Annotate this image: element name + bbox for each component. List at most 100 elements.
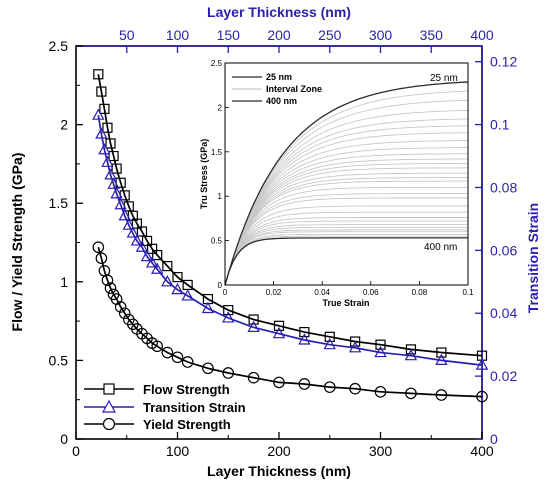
y-tick-label-left: 1.5 [49, 195, 69, 211]
data-point-yield-strength [374, 386, 387, 398]
y-tick-label-right: 0.06 [490, 242, 517, 258]
inset-series [224, 81, 469, 286]
inset-curve-interval-zone [224, 193, 468, 286]
legend-item-transition-strain: Transition Strain [84, 399, 246, 415]
inset-curve-interval-zone [224, 147, 468, 286]
inset-curve-interval-zone [224, 233, 468, 286]
data-point-yield-strength [202, 362, 214, 375]
data-point-flow-strength [350, 336, 361, 347]
y-tick-label-left: 0.5 [49, 352, 69, 368]
data-point-transition-strain [118, 209, 131, 221]
inset-curve-interval-zone [224, 211, 468, 286]
inset-curve-interval-zone [224, 162, 468, 286]
data-point-flow-strength [324, 331, 335, 342]
inset-curve-400nm [224, 237, 468, 286]
data-point-transition-strain [247, 320, 260, 332]
data-point-transition-strain [126, 226, 140, 238]
data-point-transition-strain [181, 289, 194, 301]
inset-x-tick-label: 0 [223, 288, 228, 297]
data-point-yield-strength [222, 367, 235, 379]
x-tick-label-bottom: 300 [369, 443, 393, 459]
legend-marker-circle [102, 417, 116, 431]
inset-x-tick-label: 0.08 [412, 288, 428, 297]
inset-curve-interval-zone [224, 158, 468, 286]
data-point-transition-strain [135, 240, 149, 252]
inset-curve-interval-zone [224, 220, 468, 286]
inset-curve-interval-zone [224, 217, 468, 286]
x-tick-label-top: 200 [267, 27, 291, 43]
inset-y-tick-label: 2 [218, 103, 223, 112]
inset-y-tick-label: 2.5 [211, 59, 223, 68]
data-point-transition-strain [140, 249, 154, 262]
data-point-transition-strain [92, 108, 105, 120]
inset-y-tick-label: 0.5 [211, 237, 223, 246]
data-point-flow-strength [102, 122, 113, 133]
x-axis-label-top: Layer Thickness (nm) [207, 4, 351, 20]
data-point-transition-strain [107, 177, 120, 189]
y-tick-label-left: 0 [60, 431, 68, 447]
y-axis-label-right: Transition Strain [525, 203, 541, 313]
y-tick-label-right: 0.02 [490, 368, 517, 384]
legend-marker-square [103, 383, 115, 395]
data-point-flow-strength [96, 86, 107, 97]
data-point-yield-strength [349, 382, 361, 395]
data-point-flow-strength [105, 138, 116, 149]
inset-y-tick-label: 1.5 [211, 148, 223, 157]
x-tick-label-top: 400 [470, 27, 494, 43]
data-point-flow-strength [111, 163, 122, 174]
data-point-transition-strain [348, 341, 362, 353]
inset-y-axis-label: Tru Stress (GPa) [199, 139, 209, 210]
main-series [92, 69, 489, 403]
legend-label-transition-strain: Transition Strain [143, 400, 246, 415]
legend-marker-triangle [101, 399, 117, 413]
inset-curve-interval-zone [224, 109, 469, 286]
data-point-transition-strain [161, 275, 174, 287]
y-tick-label-left: 2.5 [49, 38, 69, 54]
data-point-yield-strength [435, 389, 448, 401]
data-point-transition-strain [201, 301, 215, 314]
inset-x-tick-label: 0.04 [314, 288, 330, 297]
data-point-flow-strength [108, 150, 119, 162]
data-point-transition-strain [171, 282, 184, 295]
inset-curve-interval-zone [224, 231, 468, 286]
data-point-transition-strain [272, 326, 286, 339]
inset-curve-interval-zone [224, 186, 468, 286]
y-tick-label-left: 2 [60, 117, 68, 133]
main-legend: Flow Strength Transition Strain Yield St… [84, 382, 246, 432]
data-point-transition-strain [98, 143, 111, 155]
data-point-yield-strength [92, 241, 105, 254]
inset-x-axis-label: True Strain [322, 298, 369, 308]
y-axis-label-left: Flow / Yield Strength (GPa) [9, 153, 25, 332]
data-point-flow-strength [299, 327, 310, 338]
legend-label-flow-strength: Flow Strength [143, 382, 230, 397]
series-line-yield-strength [97, 246, 483, 398]
data-point-transition-strain [374, 345, 387, 358]
x-axis-label-bottom: Layer Thickness (nm) [207, 463, 351, 479]
x-tick-label-top: 100 [166, 27, 190, 43]
inset-curve-25nm [224, 81, 469, 286]
data-point-yield-strength [95, 252, 108, 265]
inset-curve-interval-zone [224, 229, 468, 286]
inset-curve-interval-zone [224, 167, 468, 286]
data-point-yield-strength [323, 381, 336, 393]
y-tick-label-right: 0 [490, 431, 498, 447]
inset-y-tick-label: 0 [218, 281, 223, 290]
inset-axes: 0 0.02 0.04 0.06 0.08 0.1 0 0.5 1 1.5 2 2.5 [211, 59, 474, 297]
inset-legend: 25 nm Interval Zone 400 nm [232, 72, 322, 106]
inset-legend-label-25nm: 25 nm [266, 72, 292, 82]
data-point-transition-strain [150, 262, 164, 274]
data-point-transition-strain [298, 333, 311, 345]
data-point-transition-strain [110, 187, 123, 199]
data-point-transition-strain [104, 168, 117, 180]
x-tick-label-bottom: 100 [166, 443, 190, 459]
data-point-flow-strength [375, 339, 386, 350]
inset-curve-interval-zone [224, 180, 468, 286]
data-point-transition-strain [323, 337, 336, 350]
inset-curve-interval-zone [224, 90, 469, 286]
inset-curve-interval-zone [224, 172, 469, 286]
inset-plot-frame [224, 62, 469, 286]
x-tick-label-top: 250 [318, 27, 342, 43]
data-point-flow-strength [436, 347, 447, 358]
data-point-yield-strength [476, 390, 488, 403]
